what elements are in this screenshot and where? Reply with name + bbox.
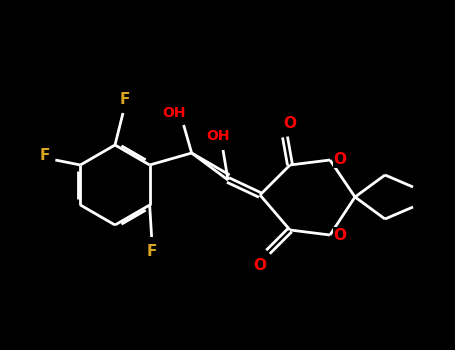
Text: O: O (253, 259, 267, 273)
Text: OH: OH (162, 106, 185, 120)
Text: O: O (334, 153, 347, 168)
Text: F: F (147, 244, 157, 259)
Text: O: O (334, 228, 347, 243)
Text: F: F (120, 91, 130, 106)
Text: O: O (283, 116, 297, 131)
Text: F: F (39, 147, 50, 162)
Text: OH: OH (206, 129, 230, 143)
